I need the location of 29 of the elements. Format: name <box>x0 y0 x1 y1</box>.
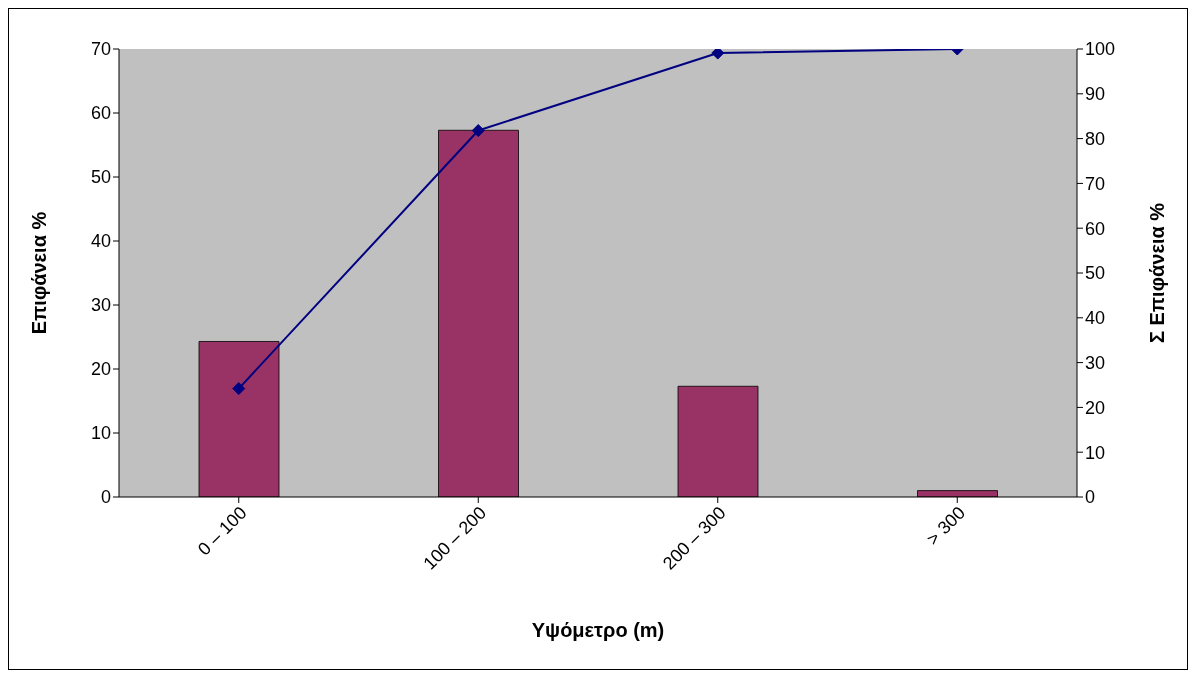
x-tick-label: 0 – 100 <box>194 502 251 560</box>
y-axis-title: Επιφάνεια % <box>28 211 51 335</box>
x-tick-label: > 300 <box>922 502 970 550</box>
y2-tick-label: 0 <box>1085 487 1096 508</box>
y2-tick-label: 50 <box>1085 263 1106 284</box>
point <box>471 124 485 138</box>
y-tick-label: 50 <box>90 167 111 188</box>
x-axis-title: Υψόμετρο (m) <box>531 619 665 641</box>
y-tick-label: 40 <box>90 231 111 252</box>
y2-tick-label: 20 <box>1085 397 1106 418</box>
y2-tick-label: 80 <box>1085 128 1106 149</box>
y2-tick-label: 60 <box>1085 218 1106 239</box>
y2-tick-label: 70 <box>1085 173 1106 194</box>
y-tick-label: 20 <box>90 359 111 380</box>
x-tick-label: 200 – 300 <box>658 502 730 574</box>
x-tick-label: 100 – 200 <box>419 502 491 574</box>
y-tick-label: 60 <box>90 103 111 124</box>
y-tick-label: 0 <box>100 487 111 508</box>
point <box>711 49 725 60</box>
y2-tick-label: 10 <box>1085 442 1106 463</box>
point <box>232 382 246 396</box>
y2-tick-label: 30 <box>1085 352 1106 373</box>
y-tick-label: 10 <box>90 423 111 444</box>
y2-axis-title: Σ Επιφάνεια % <box>1146 202 1169 344</box>
y2-tick-label: 100 <box>1085 39 1116 60</box>
y2-tick-label: 90 <box>1085 84 1106 105</box>
y-tick-label: 70 <box>90 39 111 60</box>
y-tick-label: 30 <box>90 295 111 316</box>
y2-tick-label: 40 <box>1085 308 1106 329</box>
